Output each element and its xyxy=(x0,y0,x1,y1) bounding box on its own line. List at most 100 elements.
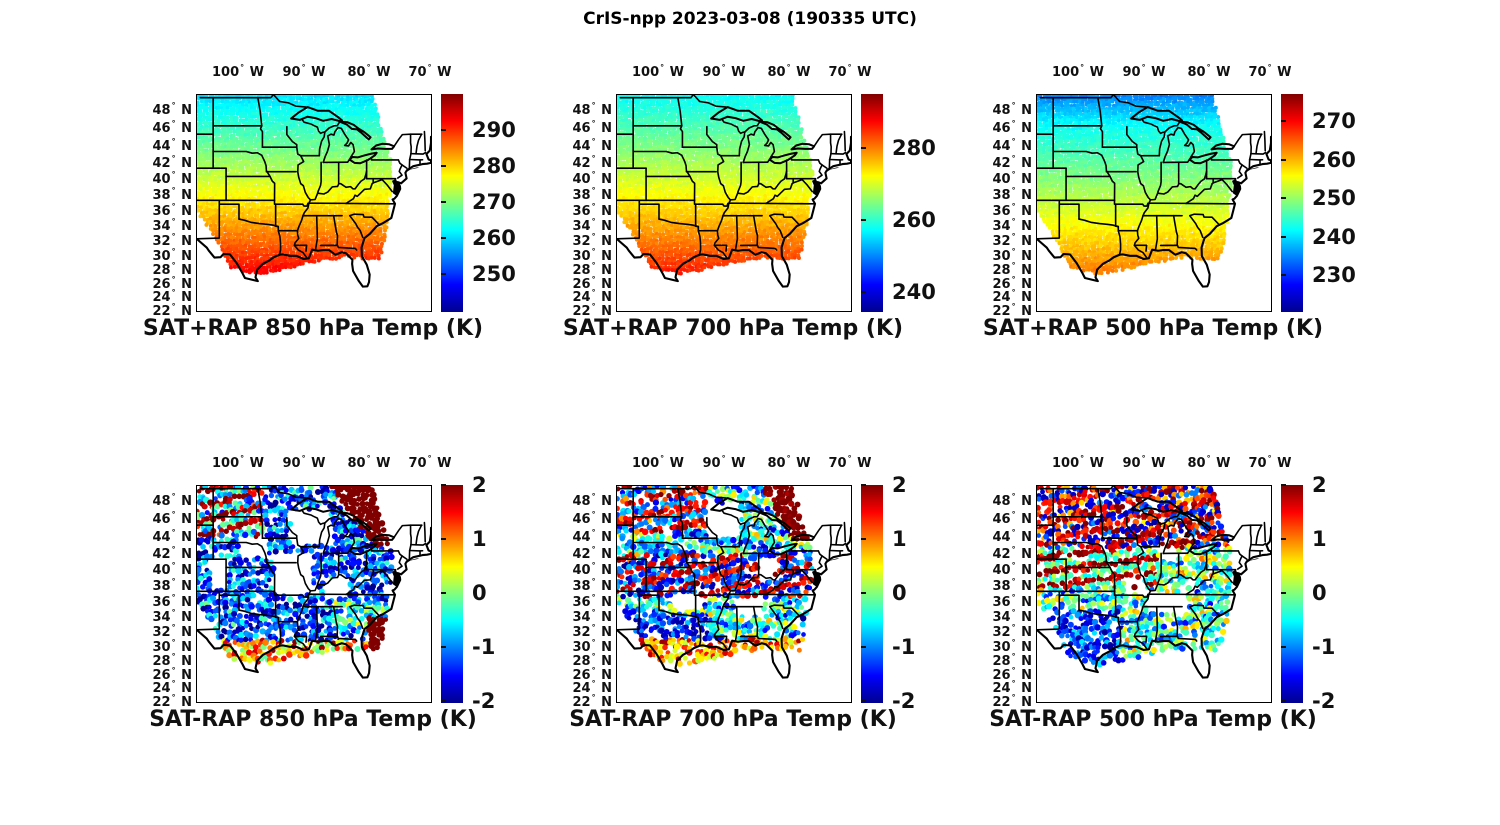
lat-tick-label: 36° N xyxy=(152,593,193,611)
lat-tick-label: 24° N xyxy=(992,679,1033,697)
colorbar-tick xyxy=(441,592,446,594)
degree-symbol: ° xyxy=(1011,693,1016,703)
degree-symbol: ° xyxy=(1141,454,1146,463)
lat-tick-label: 40° N xyxy=(992,170,1033,188)
degree-symbol: ° xyxy=(171,651,176,661)
lat-tick-label: 48° N xyxy=(152,101,193,119)
degree-symbol: ° xyxy=(171,119,176,129)
degree-symbol: ° xyxy=(171,577,176,587)
degree-symbol: ° xyxy=(171,217,176,227)
lat-tick-label: 46° N xyxy=(992,510,1033,528)
colorbar-tick-label: 240 xyxy=(1312,224,1356,249)
lat-tick-label: 32° N xyxy=(152,232,193,250)
lat-tick-label: 24° N xyxy=(152,679,193,697)
degree-symbol: ° xyxy=(1011,492,1016,502)
degree-symbol: ° xyxy=(1011,593,1016,603)
colorbar-tick-label: 260 xyxy=(472,226,516,250)
lon-tick-label: 90° W xyxy=(702,63,746,80)
colorbar-tick xyxy=(1281,158,1286,161)
degree-symbol: ° xyxy=(171,492,176,502)
degree-symbol: ° xyxy=(171,302,176,312)
degree-symbol: ° xyxy=(591,665,596,675)
colorbar-tick xyxy=(861,700,866,702)
degree-symbol: ° xyxy=(591,510,596,520)
degree-symbol: ° xyxy=(1011,608,1016,618)
colorbar-tick xyxy=(861,291,866,293)
colorbar-tick-label: 250 xyxy=(472,262,516,286)
lat-tick-label: 34° N xyxy=(992,217,1033,235)
colorbar-tick-label: 1 xyxy=(1312,527,1327,551)
colorbar-tick-label: -1 xyxy=(472,635,496,659)
lon-tick-label: 90° W xyxy=(282,454,326,471)
map-canvas xyxy=(196,485,432,703)
colorbar-tick xyxy=(441,129,446,131)
figure-title: CrIS-npp 2023-03-08 (190335 UTC) xyxy=(583,9,917,29)
colorbar-tick-label: 270 xyxy=(472,190,516,214)
degree-symbol: ° xyxy=(171,679,176,689)
lat-tick-label: 32° N xyxy=(572,232,613,250)
degree-symbol: ° xyxy=(591,186,596,196)
lon-tick-label: 100° W xyxy=(631,63,684,80)
degree-symbol: ° xyxy=(171,561,176,571)
degree-symbol: ° xyxy=(721,454,726,463)
degree-symbol: ° xyxy=(591,232,596,242)
degree-symbol: ° xyxy=(1011,246,1016,256)
colorbar xyxy=(1281,94,1303,312)
lat-tick-label: 30° N xyxy=(572,246,613,264)
lat-tick-label: 42° N xyxy=(992,153,1033,171)
lat-tick-label: 44° N xyxy=(572,136,613,154)
lon-tick-label: 70° W xyxy=(1248,63,1292,80)
degree-symbol: ° xyxy=(1080,454,1085,463)
lat-tick-label: 22° N xyxy=(152,693,193,711)
colorbar-tick-label: -2 xyxy=(1312,689,1336,713)
panel-sat-minus-rap-850: 100° W 90° W 80° W 70° W 48° N 46° N 44° N 42°… xyxy=(130,446,540,746)
lon-tick-label: 70° W xyxy=(828,63,872,80)
colorbar-tick xyxy=(1281,592,1286,594)
degree-symbol: ° xyxy=(591,651,596,661)
lat-tick-label: 40° N xyxy=(572,561,613,579)
degree-symbol: ° xyxy=(591,693,596,703)
degree-symbol: ° xyxy=(847,454,852,463)
colorbar xyxy=(441,94,463,312)
panel-sat-plus-rap-850: 100° W 90° W 80° W 70° W 48° N 46° N 44° N 42°… xyxy=(130,55,540,355)
colorbar-tick-label: 2 xyxy=(892,473,907,497)
lat-tick-label: 44° N xyxy=(992,136,1033,154)
degree-symbol: ° xyxy=(171,623,176,633)
colorbar-tick xyxy=(1281,235,1286,238)
lat-tick-label: 36° N xyxy=(572,202,613,220)
lat-tick-label: 22° N xyxy=(572,693,613,711)
lat-tick-label: 42° N xyxy=(992,544,1033,562)
degree-symbol: ° xyxy=(427,63,432,72)
colorbar-tick xyxy=(1281,120,1286,122)
colorbar-tick xyxy=(441,646,446,648)
degree-symbol: ° xyxy=(591,119,596,129)
degree-symbol: ° xyxy=(171,288,176,298)
lat-tick-label: 28° N xyxy=(152,651,193,669)
lat-tick-label: 40° N xyxy=(572,170,613,188)
lat-tick-label: 48° N xyxy=(572,101,613,119)
degree-symbol: ° xyxy=(591,623,596,633)
colorbar-tick-label: 230 xyxy=(1312,263,1356,288)
degree-symbol: ° xyxy=(1011,101,1016,111)
panel-sat-minus-rap-500: 100° W 90° W 80° W 70° W 48° N 46° N 44° N 42°… xyxy=(970,446,1380,746)
map-canvas xyxy=(1036,485,1272,703)
degree-symbol: ° xyxy=(591,544,596,554)
degree-symbol: ° xyxy=(1080,63,1085,72)
degree-symbol: ° xyxy=(1011,527,1016,537)
lat-tick-label: 36° N xyxy=(992,593,1033,611)
lon-tick-label: 80° W xyxy=(347,63,391,80)
colorbar-tick-label: -1 xyxy=(892,635,916,659)
colorbar-tick-label: 2 xyxy=(1312,473,1327,497)
degree-symbol: ° xyxy=(591,561,596,571)
lat-tick-label: 38° N xyxy=(572,577,613,595)
colorbar-tick xyxy=(861,147,866,149)
degree-symbol: ° xyxy=(591,153,596,163)
lat-tick-label: 26° N xyxy=(152,274,193,292)
lat-tick-label: 46° N xyxy=(152,510,193,528)
lon-tick-label: 70° W xyxy=(828,454,872,471)
degree-symbol: ° xyxy=(1011,260,1016,270)
lat-tick-label: 28° N xyxy=(572,651,613,669)
colorbar-tick-label: 2 xyxy=(472,473,487,497)
lat-tick-label: 38° N xyxy=(152,577,193,595)
colorbar xyxy=(441,485,463,703)
